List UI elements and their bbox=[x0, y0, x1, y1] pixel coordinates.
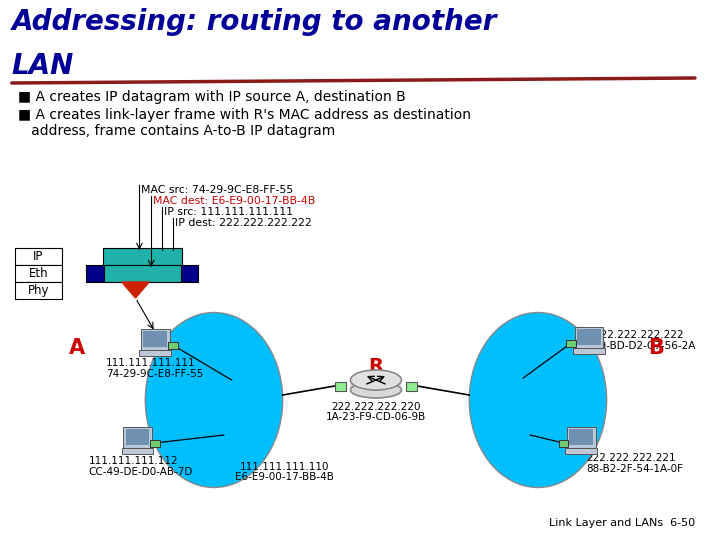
Bar bbox=[103, 248, 181, 265]
Bar bbox=[577, 329, 600, 346]
Bar bbox=[565, 448, 597, 454]
Bar bbox=[104, 265, 181, 282]
Text: A: A bbox=[68, 338, 85, 358]
Text: IP: IP bbox=[33, 250, 43, 263]
Ellipse shape bbox=[351, 370, 402, 390]
Bar bbox=[125, 429, 149, 445]
Polygon shape bbox=[122, 282, 149, 298]
Text: 1A-23-F9-CD-06-9B: 1A-23-F9-CD-06-9B bbox=[326, 412, 426, 422]
Text: 222.222.222.222: 222.222.222.222 bbox=[594, 330, 683, 340]
Bar bbox=[181, 265, 198, 282]
Bar bbox=[567, 340, 576, 347]
Text: 222.222.222.220: 222.222.222.220 bbox=[331, 402, 420, 412]
Bar bbox=[143, 331, 167, 347]
Bar bbox=[14, 248, 62, 265]
Bar bbox=[567, 427, 595, 448]
Bar bbox=[123, 427, 152, 448]
Ellipse shape bbox=[469, 313, 607, 488]
Ellipse shape bbox=[145, 313, 283, 488]
Text: B: B bbox=[648, 338, 664, 358]
Bar bbox=[570, 429, 593, 445]
Text: 111.111.111.111: 111.111.111.111 bbox=[106, 358, 196, 368]
Bar bbox=[559, 440, 568, 447]
Bar bbox=[573, 348, 605, 354]
Bar bbox=[150, 440, 160, 447]
Bar bbox=[351, 380, 402, 390]
Bar bbox=[140, 329, 169, 350]
Bar bbox=[14, 265, 62, 282]
Bar bbox=[139, 350, 171, 356]
Text: Addressing: routing to another: Addressing: routing to another bbox=[12, 8, 497, 36]
Text: 222.222.222.221: 222.222.222.221 bbox=[586, 453, 675, 463]
Text: IP dest: 222.222.222.222: IP dest: 222.222.222.222 bbox=[175, 218, 312, 228]
Text: 49-BD-D2-C7-56-2A: 49-BD-D2-C7-56-2A bbox=[594, 341, 696, 351]
Text: LAN: LAN bbox=[12, 52, 74, 80]
Bar bbox=[335, 382, 346, 391]
Bar bbox=[168, 341, 178, 348]
Text: R: R bbox=[369, 356, 384, 375]
Text: E6-E9-00-17-BB-4B: E6-E9-00-17-BB-4B bbox=[235, 472, 334, 482]
Text: 111.111.111.110: 111.111.111.110 bbox=[240, 462, 330, 472]
Bar bbox=[122, 448, 153, 454]
Ellipse shape bbox=[351, 382, 402, 398]
Text: ■ A creates link-layer frame with R's MAC address as destination
   address, fra: ■ A creates link-layer frame with R's MA… bbox=[18, 108, 471, 138]
Text: Phy: Phy bbox=[27, 284, 49, 297]
Text: MAC dest: E6-E9-00-17-BB-4B: MAC dest: E6-E9-00-17-BB-4B bbox=[153, 196, 315, 206]
Text: CC-49-DE-D0-AB-7D: CC-49-DE-D0-AB-7D bbox=[89, 467, 193, 477]
Text: 74-29-9C-E8-FF-55: 74-29-9C-E8-FF-55 bbox=[106, 369, 203, 379]
Text: Link Layer and LANs  6-50: Link Layer and LANs 6-50 bbox=[549, 518, 695, 528]
Bar bbox=[406, 382, 417, 391]
Text: 111.111.111.112: 111.111.111.112 bbox=[89, 456, 178, 466]
Text: IP src: 111.111.111.111: IP src: 111.111.111.111 bbox=[164, 207, 293, 217]
Bar bbox=[86, 265, 104, 282]
Bar bbox=[575, 327, 603, 348]
Text: 88-B2-2F-54-1A-0F: 88-B2-2F-54-1A-0F bbox=[586, 464, 683, 474]
Text: ■ A creates IP datagram with IP source A, destination B: ■ A creates IP datagram with IP source A… bbox=[18, 90, 405, 104]
Text: MAC src: 74-29-9C-E8-FF-55: MAC src: 74-29-9C-E8-FF-55 bbox=[141, 185, 294, 195]
Text: Eth: Eth bbox=[29, 267, 48, 280]
Bar bbox=[14, 282, 62, 299]
